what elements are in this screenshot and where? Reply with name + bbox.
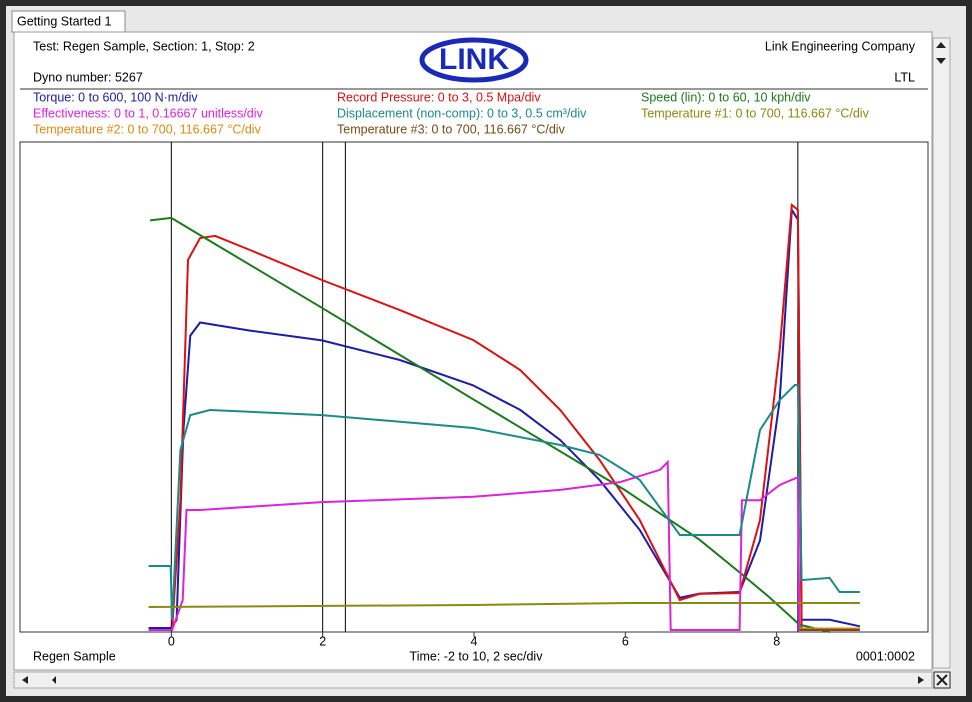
x-tick-label: 8 [773, 634, 780, 648]
x-tick-label: 2 [319, 634, 326, 648]
series-line [148, 206, 861, 629]
site-code: LTL [894, 70, 915, 84]
x-tick-label: 0 [168, 634, 175, 648]
dyno-number: Dyno number: 5267 [33, 70, 143, 84]
logo-ring [419, 37, 529, 83]
company: Link Engineering Company [765, 39, 916, 53]
tab-label[interactable]: Getting Started 1 [17, 14, 112, 28]
vertical-scrollbar[interactable] [932, 37, 951, 669]
horizontal-scrollbar[interactable] [13, 671, 933, 689]
test-info: Test: Regen Sample, Section: 1, Stop: 2 [33, 39, 255, 53]
legend-entry: Temperature #2: 0 to 700, 116.667 °C/div [33, 122, 262, 136]
series-line [148, 602, 860, 608]
series-line [149, 216, 830, 633]
series-line [148, 203, 860, 631]
close-icon[interactable] [936, 674, 948, 686]
legend: Torque: 0 to 600, 100 N·m/div Record Pres… [33, 90, 870, 136]
legend-entry: Effectiveness: 0 to 1, 0.16667 unitless/… [33, 106, 264, 120]
series-line [148, 459, 860, 631]
legend-entry: Displacement (non-comp): 0 to 3, 0.5 cm³… [337, 106, 587, 120]
scroll-arrows[interactable] [936, 42, 946, 64]
legend-entry: Torque: 0 to 600, 100 N·m/div [33, 90, 198, 104]
record-counter: 0001:0002 [856, 649, 915, 663]
legend-entry: Speed (lin): 0 to 60, 10 kph/div [641, 90, 811, 104]
legend-entry: Temperature #3: 0 to 700, 116.667 °C/div [337, 122, 566, 136]
legend-entry: Record Pressure: 0 to 3, 0.5 Mpa/div [337, 90, 541, 104]
time-scale: Time: -2 to 10, 2 sec/div [410, 649, 544, 663]
x-tick-label: 4 [471, 634, 478, 648]
legend-entry: Temperature #1: 0 to 700, 116.667 °C/div [641, 106, 870, 120]
sample-name: Regen Sample [33, 649, 116, 663]
x-tick-label: 6 [622, 634, 629, 648]
logo: LINK [439, 43, 509, 76]
series-line [148, 384, 860, 621]
plot: 0 2 4 6 8 [148, 142, 861, 648]
